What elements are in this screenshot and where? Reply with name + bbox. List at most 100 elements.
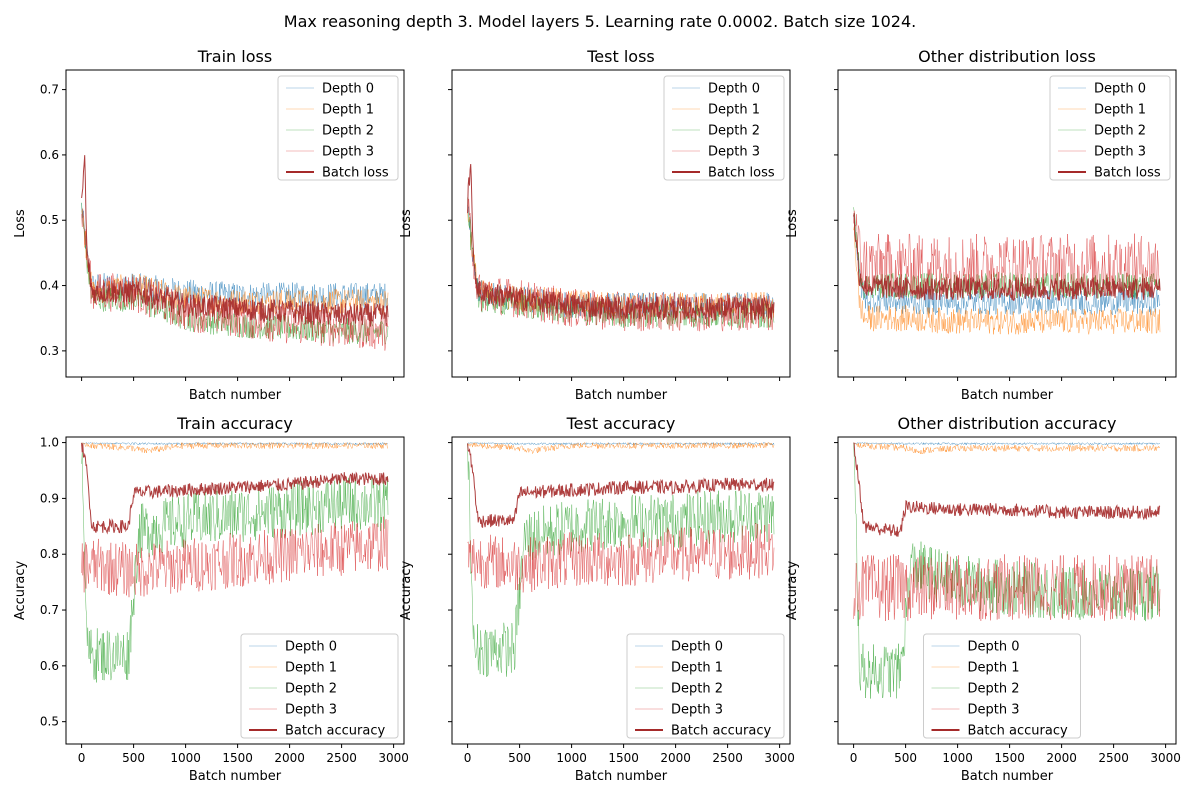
axes-frame [451,69,791,378]
legend-label: Depth 3 [671,703,723,718]
series-line [81,516,389,598]
series-line [81,155,389,327]
x-tick-label: 3000 [1150,751,1181,765]
series-group [467,163,775,332]
legend-label: Depth 1 [285,661,337,676]
subplot-title: Other distribution loss [918,47,1096,66]
legend-box [1049,75,1171,181]
series-line [81,442,389,535]
legend-label: Depth 3 [1094,145,1146,160]
legend: Depth 0 Depth 1 Depth 2 Depth 3 Batch loss [277,75,399,181]
legend-label: Depth 1 [708,103,760,118]
subplot-title: Train loss [197,47,272,66]
series-line [853,442,1161,537]
x-tick-label: 2500 [712,751,743,765]
legend-label: Depth 2 [968,682,1020,697]
series-line [467,441,775,455]
x-tick-label: 0 [78,751,86,765]
legend: Depth 0 Depth 1 Depth 2 Depth 3 Batch accura… [240,633,399,739]
legend-label: Batch accuracy [968,724,1068,739]
legend: Depth 0 Depth 1 Depth 2 Depth 3 Batch loss [1049,75,1171,181]
x-tick-label: 0 [464,751,472,765]
subplot: 0 500 1000 1500 2000 2500 3000 Other distributi… [785,414,1181,784]
legend-box [277,75,399,181]
axes-frame [65,436,405,745]
x-tick-label: 1500 [608,751,639,765]
legend-label: Depth 3 [708,145,760,160]
legend-label: Batch loss [322,166,389,181]
legend-label: Depth 0 [1094,82,1146,97]
legend-label: Depth 2 [671,682,723,697]
x-axis-label: Batch number [189,769,282,784]
legend: Depth 0 Depth 1 Depth 2 Depth 3 Batch accura… [923,633,1081,739]
legend-label: Depth 2 [322,124,374,139]
x-axis-label: Batch number [189,388,282,403]
series-line [853,207,1161,300]
y-tick-label: 0.4 [40,279,59,293]
legend: Depth 0 Depth 1 Depth 2 Depth 3 Batch accura… [626,633,785,739]
x-tick-label: 2500 [1098,751,1129,765]
y-tick-label: 0.3 [40,344,59,358]
subplot-title: Other distribution accuracy [898,414,1117,433]
legend-label: Depth 0 [671,640,723,655]
x-axis-label: Batch number [575,388,668,403]
legend-label: Depth 2 [285,682,337,697]
legend-label: Batch loss [1094,166,1161,181]
x-tick-label: 2500 [326,751,357,765]
y-axis-label: Accuracy [399,561,414,621]
series-line [853,554,1161,622]
x-tick-label: 500 [508,751,531,765]
legend-label: Depth 1 [322,103,374,118]
series-line [853,441,1161,446]
x-tick-label: 1500 [994,751,1025,765]
series-line [467,443,775,677]
subplot: 0.3 0.4 0.5 0.6 0.7 Train loss Batch number Los… [13,47,405,403]
y-tick-label: 0.9 [40,491,59,505]
x-tick-label: 1500 [222,751,253,765]
series-line [853,442,1161,455]
x-tick-label: 500 [122,751,145,765]
x-tick-label: 1000 [556,751,587,765]
legend-box [663,75,785,181]
subplot-title: Test accuracy [566,414,676,433]
legend-label: Batch accuracy [285,724,385,739]
series-group [81,155,389,351]
figure-suptitle: Max reasoning depth 3. Model layers 5. L… [283,12,917,31]
y-tick-label: 0.7 [40,83,59,97]
x-tick-label: 3000 [378,751,409,765]
x-tick-label: 500 [894,751,917,765]
x-axis-label: Batch number [961,388,1054,403]
subplot-title: Test loss [586,47,655,66]
series-group [853,207,1161,335]
series-group [853,441,1161,699]
x-axis-label: Batch number [575,769,668,784]
y-tick-label: 0.5 [40,715,59,729]
x-tick-label: 2000 [660,751,691,765]
axes-frame [837,69,1177,378]
series-line [853,226,1161,335]
series-line [467,198,775,332]
series-line [81,441,389,454]
series-group [81,441,389,683]
x-tick-label: 1000 [170,751,201,765]
x-tick-label: 1000 [942,751,973,765]
y-tick-label: 0.8 [40,547,59,561]
legend-box [626,633,785,739]
axes-frame [837,436,1177,745]
legend-label: Depth 2 [708,124,760,139]
y-axis-label: Accuracy [13,561,28,621]
legend-label: Depth 0 [708,82,760,97]
x-tick-label: 2000 [274,751,305,765]
legend-label: Batch accuracy [671,724,771,739]
y-tick-label: 0.6 [40,148,59,162]
x-tick-label: 2000 [1046,751,1077,765]
series-line [853,210,1161,299]
legend-label: Depth 2 [1094,124,1146,139]
series-group [467,441,775,677]
series-line [81,452,389,683]
series-line [467,163,775,321]
y-tick-label: 0.6 [40,659,59,673]
series-line [467,441,775,446]
